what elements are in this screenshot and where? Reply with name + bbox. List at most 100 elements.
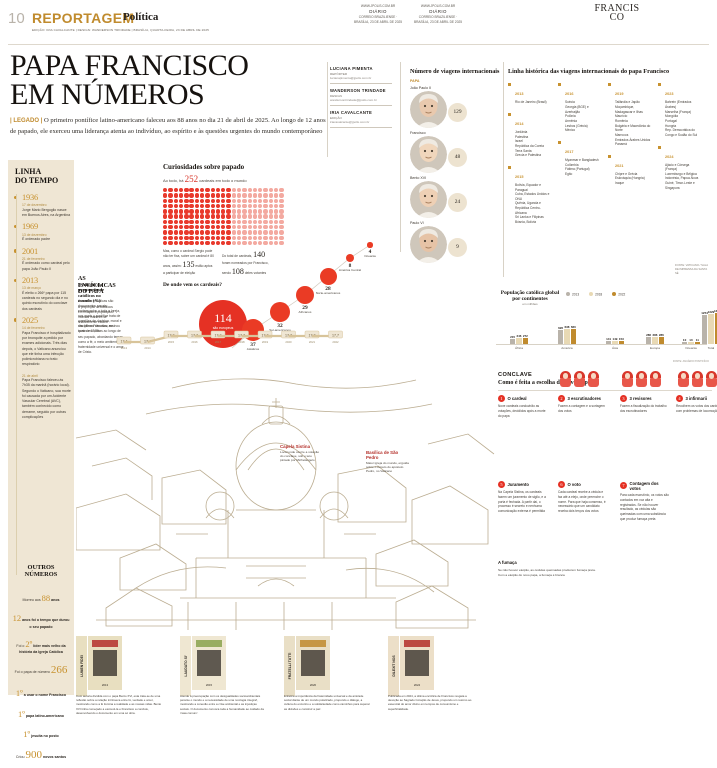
bar: 660 xyxy=(570,325,576,344)
place-name: Israel xyxy=(515,139,523,144)
cardinal-dot xyxy=(173,203,178,209)
year-marker xyxy=(608,83,611,87)
curiosidades-sub: Ao todo, há 252 cardeais em todo o mundo xyxy=(163,174,339,184)
other-numbers-title-line2: NÚMEROS xyxy=(24,571,58,579)
book-cover: 2015 xyxy=(192,636,226,690)
cardinal-dot xyxy=(221,230,226,235)
cardinal-dot xyxy=(199,188,205,193)
linha-historica-columns: 2013 Rio de Janeiro (Brasil) 2014 Jordânia P… xyxy=(508,82,711,231)
place-name: Jordânia xyxy=(515,130,528,135)
byline-email[interactable]: wandersontrindade@jpolis.com.br xyxy=(330,98,377,102)
bar: 141 xyxy=(606,337,612,344)
enciclicas-title-line1: AS ENCÍCLICAS xyxy=(78,276,116,289)
byline-email[interactable]: lucianapimenta@jpolis.com.br xyxy=(330,76,372,80)
cardinal-dot xyxy=(252,219,258,225)
basilica-illustration: Capela Sistina Local onde ocorre a votaç… xyxy=(76,358,496,640)
other-numbers-list: Morreu aos 88 anos 12 anos foi o tempo q… xyxy=(12,588,70,768)
pope-trip-item: João Paulo II 129 xyxy=(410,86,502,129)
other-number-item: Foi o 2º líder mais velho da história da… xyxy=(12,634,70,660)
cardinal-robe xyxy=(678,377,689,387)
cardinal-dot xyxy=(247,198,252,203)
other-number-value: 12 xyxy=(12,613,22,624)
step-text: Fazem a fiscalização do trabalho dos esc… xyxy=(620,404,667,413)
cardinal-dot xyxy=(231,198,237,203)
populacao-legend: 2013 2018 2022 xyxy=(566,292,625,297)
step-text: Para cada escrutínio, os votos são conta… xyxy=(620,493,669,521)
cardinal-dot xyxy=(236,188,242,193)
cardinal-dot xyxy=(268,209,274,214)
cardinal-dot xyxy=(252,203,258,209)
cardinal-dot xyxy=(205,193,210,198)
bar: 1329 xyxy=(708,310,714,344)
cardinal-dot xyxy=(268,235,274,240)
bar-value: 141 xyxy=(606,336,612,341)
linha-historica-year: 2013 Rio de Janeiro (Brasil) xyxy=(508,82,552,110)
cardinal-dot xyxy=(231,235,237,240)
place-name: Romênia xyxy=(615,119,628,123)
legend-item[interactable]: 2013 xyxy=(566,292,579,297)
cardinal-dot xyxy=(184,224,189,230)
cardinal-face xyxy=(680,373,687,379)
dot-grid-row xyxy=(163,224,339,230)
bar-value: 1254 xyxy=(701,311,708,316)
cardinal-dot xyxy=(178,240,184,246)
byline-email[interactable]: iriacavalcante@jpolis.com.br xyxy=(330,120,370,124)
bar-value: 10 xyxy=(689,338,693,342)
cardinal-dot xyxy=(242,240,247,246)
cardinal-dot xyxy=(163,235,168,240)
dot-grid-row xyxy=(163,203,339,209)
other-number-value: 266 xyxy=(50,664,68,677)
cardinal-bubble-label: 28 Norte-americanos xyxy=(312,286,344,296)
cardinal-dot xyxy=(258,209,263,214)
bubble-region: Asiáticos xyxy=(246,347,260,351)
place-name: Suécia xyxy=(565,100,575,105)
year-value: 2017 xyxy=(565,149,574,154)
other-number-item: 1º a usar o nome Francisco xyxy=(12,683,70,703)
cardinal-dot xyxy=(189,203,194,209)
book-spine: LAUDATO SI' xyxy=(180,636,191,696)
masthead-right-name: DIÁRIO xyxy=(429,8,447,14)
cardinal-dot xyxy=(184,198,189,203)
cardinal-dot xyxy=(205,188,210,193)
bar-value: 626 xyxy=(558,325,564,330)
cardinal-dot xyxy=(199,198,205,203)
cardinal-dot xyxy=(221,203,226,209)
timeline-year: 2025 xyxy=(22,315,38,325)
cardinal-dot xyxy=(279,224,284,230)
cardinal-dot xyxy=(215,219,221,225)
cardinal-figure-icon xyxy=(560,370,571,387)
bar-category: Europa xyxy=(649,346,660,350)
cardinal-figure-icon xyxy=(678,370,689,387)
svg-text:2013: 2013 xyxy=(121,346,128,350)
legend-item[interactable]: 2022 xyxy=(612,292,625,297)
cardinal-dot xyxy=(205,230,210,235)
cardinal-dot xyxy=(189,209,194,214)
book-caption: Com autoria dividida com o papa Bento XV… xyxy=(76,694,162,715)
cardinal-dot xyxy=(279,193,284,198)
book-cover-year: 2020 xyxy=(309,683,317,687)
timeline-year: 2013 xyxy=(22,275,38,285)
cardinal-dot xyxy=(273,235,279,240)
cardinal-dot xyxy=(163,230,168,235)
section-label[interactable]: REPORTAGEM xyxy=(32,10,135,26)
cardinal-dot xyxy=(215,188,221,193)
cardinal-face xyxy=(708,373,715,379)
lede-tag: | LEGADO | xyxy=(10,118,43,124)
cardinal-dot xyxy=(268,214,274,219)
curiosidades-sub-post: cardeais em todo o mundo xyxy=(199,178,247,183)
legend-item[interactable]: 2018 xyxy=(589,292,602,297)
cardinal-dot xyxy=(247,203,252,209)
bar: 286 xyxy=(646,333,652,344)
label-capela-sistina: Capela Sistina Local onde ocorre a votaç… xyxy=(280,444,320,463)
place-name: Panamá xyxy=(615,142,627,147)
cardinal-dot xyxy=(247,230,252,235)
year-value: 2016 xyxy=(565,92,574,97)
place-name: Grecia e Palestina xyxy=(515,153,542,158)
subsection-label[interactable]: Política xyxy=(123,11,159,23)
bar-group: 141 149 153 Ásia xyxy=(606,337,624,350)
timeline-date: 13 de março xyxy=(22,286,41,291)
cardinal-dot xyxy=(268,203,274,209)
place-name: Marrocos xyxy=(615,132,629,137)
